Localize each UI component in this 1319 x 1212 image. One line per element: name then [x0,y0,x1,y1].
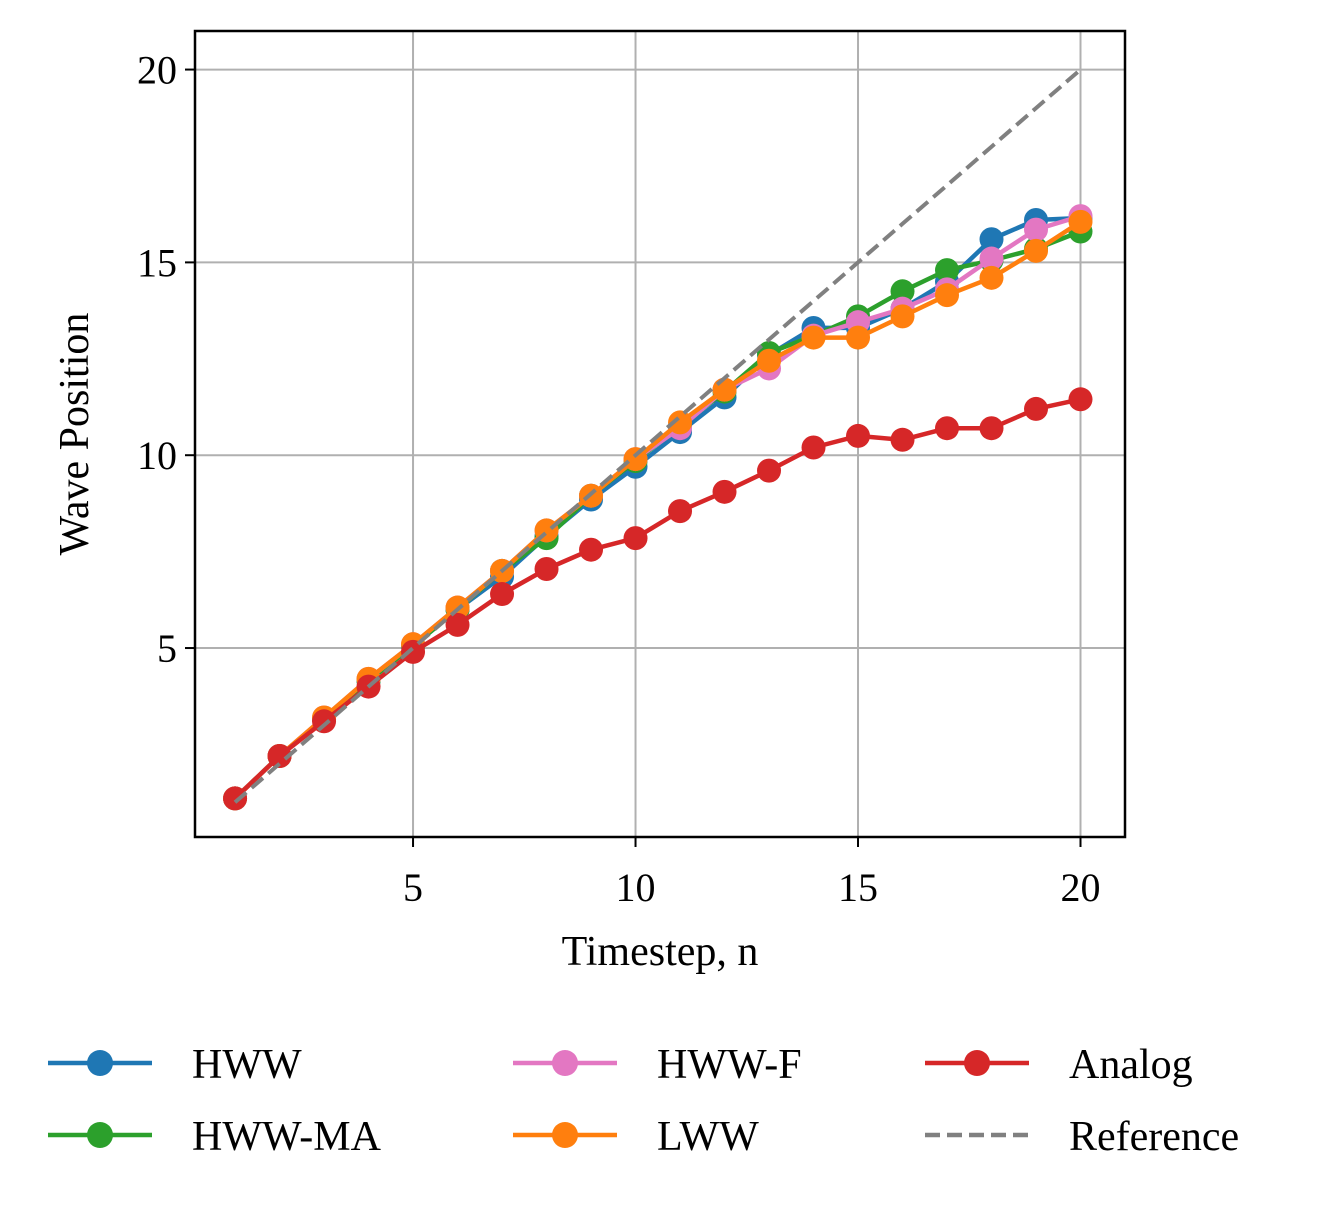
data-point-analog [668,499,693,524]
data-point-analog [979,416,1004,441]
legend-label: HWW-MA [192,1114,382,1160]
legend-label: HWW-F [657,1042,802,1088]
data-point-analog [1068,387,1093,412]
data-point-lww [801,325,826,350]
legend-item-hww-ma: HWW-MA [48,1114,382,1160]
data-point-lww [757,348,782,373]
data-point-hww-f [1024,217,1049,242]
legend-item-hww-f: HWW-F [513,1042,802,1088]
data-point-lww [712,377,737,402]
y-tick-label: 10 [137,433,177,478]
y-tick-label: 5 [157,626,177,671]
x-tick-label: 10 [616,865,656,910]
legend-marker [87,1122,113,1148]
data-point-analog [445,612,470,637]
data-point-analog [534,556,559,581]
x-tick-label: 15 [838,865,878,910]
series-reference [233,68,1082,804]
data-point-analog [579,537,604,562]
data-point-lww [1024,238,1049,263]
x-tick-label: 20 [1061,865,1101,910]
data-point-lww [890,304,915,329]
data-point-analog [490,582,515,607]
data-point-hww-ma [935,258,960,283]
data-point-lww [979,265,1004,290]
x-tick-label: 5 [403,865,423,910]
data-point-analog [890,427,915,452]
data-point-analog [223,786,248,811]
grid [195,31,1125,837]
y-axis-label: Wave Position [52,313,98,556]
data-point-hww-f [979,246,1004,271]
legend-label: Analog [1069,1042,1193,1088]
data-point-hww [979,227,1004,252]
legend-marker [964,1050,990,1076]
data-point-analog [801,435,826,460]
data-point-analog [757,458,782,483]
data-point-analog [401,639,426,664]
data-point-lww [1068,209,1093,234]
plot-series [223,68,1093,811]
legend-label: Reference [1069,1114,1239,1160]
data-point-analog [846,423,871,448]
data-point-analog [1024,396,1049,421]
legend-item-hww: HWW [48,1042,302,1088]
data-point-analog [312,709,337,734]
data-point-hww-ma [890,279,915,304]
data-point-lww [623,447,648,472]
series-line-reference [233,68,1082,804]
y-tick-label: 20 [137,48,177,93]
data-point-analog [623,526,648,551]
legend-marker [552,1122,578,1148]
plot-frame [193,29,1127,839]
data-point-analog [267,744,292,769]
data-point-analog [935,416,960,441]
legend-label: LWW [657,1114,759,1160]
legend-label: HWW [192,1042,302,1088]
legend-marker [87,1050,113,1076]
axis-ticks: 5 10 15 20 5 10 15 20 [137,48,1101,910]
data-point-lww [935,283,960,308]
legend: HWW HWW-MA HWW-F LWW Analog Reference [48,1042,1239,1160]
series-analog [223,387,1093,811]
legend-item-reference: Reference [925,1114,1239,1160]
data-point-lww [668,410,693,435]
x-axis-label: Timestep, n [562,929,759,975]
data-point-analog [712,479,737,504]
legend-marker [552,1050,578,1076]
data-point-lww [846,325,871,350]
legend-item-analog: Analog [925,1042,1193,1088]
y-tick-label: 15 [137,240,177,285]
legend-item-lww: LWW [513,1114,759,1160]
